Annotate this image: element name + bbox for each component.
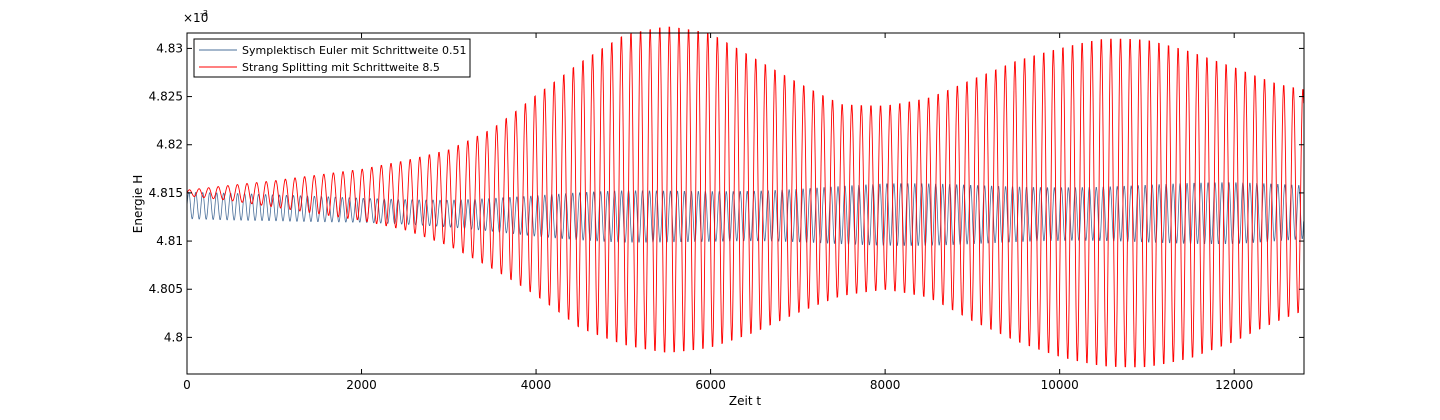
y-tick-label: 4.83 (156, 41, 183, 55)
legend-box (193, 38, 471, 78)
legend-entry-symplektisch-euler: Symplektisch Euler mit Schrittweite 0.51 (242, 44, 466, 57)
y-tick-label: 4.825 (149, 90, 183, 104)
y-tick-label: 4.8 (164, 330, 183, 344)
y-ticks: 4.8 4.805 4.81 4.815 4.82 4.825 4.83 (149, 41, 1304, 344)
y-tick-label: 4.815 (149, 186, 183, 200)
x-tick-label: 4000 (521, 378, 552, 392)
legend: Symplektisch Euler mit Schrittweite 0.51… (193, 38, 471, 78)
x-tick-label: 8000 (870, 378, 901, 392)
x-tick-label: 0 (183, 378, 191, 392)
x-axis-label: Zeit t (729, 394, 761, 408)
y-exponent-label: ×10 (183, 11, 208, 25)
series-layer (186, 26, 1305, 368)
y-axis-label: Energie H (131, 175, 145, 233)
x-ticks: 0 2000 4000 6000 8000 10000 12000 (183, 33, 1253, 392)
x-tick-label: 12000 (1215, 378, 1253, 392)
y-tick-label: 4.82 (156, 138, 183, 152)
series-line-strang-splitting (186, 26, 1305, 368)
y-tick-label: 4.81 (156, 234, 183, 248)
axes-box (186, 32, 1305, 375)
y-exponent-power: -3 (200, 9, 208, 18)
x-tick-label: 2000 (346, 378, 377, 392)
x-tick-label: 6000 (695, 378, 726, 392)
y-tick-label: 4.805 (149, 282, 183, 296)
legend-entry-strang-splitting: Strang Splitting mit Schrittweite 8.5 (242, 61, 440, 74)
x-tick-label: 10000 (1041, 378, 1079, 392)
series-line-symplektisch-euler (186, 182, 1305, 246)
